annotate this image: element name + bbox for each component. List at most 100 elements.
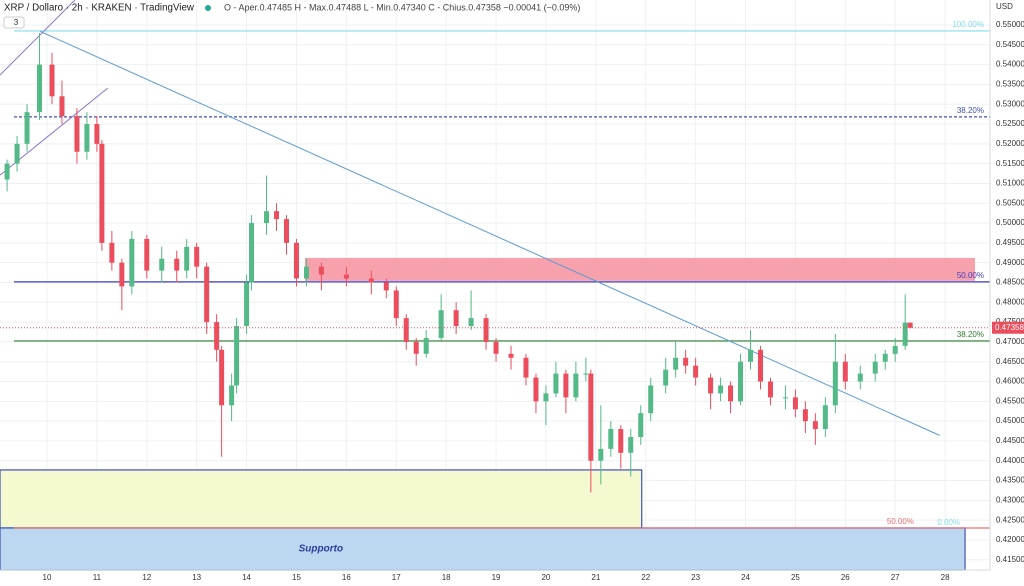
candle-body (588, 373, 594, 461)
candle-body (792, 397, 798, 410)
x-tick-label: 24 (741, 573, 750, 582)
candle-body (129, 238, 135, 287)
candle-body (523, 357, 529, 378)
x-tick-label: 13 (192, 573, 201, 582)
x-tick-label: 27 (891, 573, 900, 582)
candle-body (812, 421, 818, 430)
y-tick-label: 0.49500 (996, 238, 1024, 247)
x-tick-label: 14 (242, 573, 251, 582)
trend-line (39, 30, 940, 436)
y-tick-label: 0.50500 (996, 198, 1024, 207)
candle-body (638, 413, 644, 437)
x-tick-label: 21 (591, 573, 600, 582)
candle-body (857, 373, 863, 382)
currency-label: USD (996, 2, 1013, 11)
y-tick-label: 0.51000 (996, 179, 1024, 188)
candle-body (159, 258, 165, 271)
candle-body (219, 349, 225, 406)
candle-body (738, 361, 744, 402)
candle-body (718, 385, 724, 394)
x-tick-label: 20 (541, 573, 550, 582)
x-tick-label: 10 (43, 573, 52, 582)
candle-body (303, 266, 309, 279)
y-tick-label: 0.42000 (996, 535, 1024, 544)
x-tick-label: 12 (142, 573, 151, 582)
candle-body (842, 361, 848, 382)
zone (0, 469, 643, 529)
candle-body (608, 429, 614, 449)
candle-body (757, 349, 763, 382)
candle-body (94, 124, 100, 144)
y-tick-label: 0.52500 (996, 119, 1024, 128)
zone-label: Supporto (299, 544, 343, 555)
candle-body (249, 223, 255, 283)
candle-body (453, 310, 459, 327)
candle-body (673, 357, 679, 370)
candle-body (393, 290, 399, 319)
candle-body (244, 282, 250, 327)
level-label: 38.20% (957, 106, 984, 115)
candle-body (508, 353, 514, 358)
candle-body (832, 361, 838, 406)
y-tick-label: 0.49000 (996, 258, 1024, 267)
x-tick-label: 22 (641, 573, 650, 582)
y-tick-label: 0.46500 (996, 357, 1024, 366)
x-tick-label: 15 (292, 573, 301, 582)
candle-body (468, 318, 474, 327)
candle-body (872, 361, 878, 374)
candle-body (318, 266, 324, 275)
level-label: 50.00% (887, 517, 914, 526)
y-tick-label: 0.48000 (996, 297, 1024, 306)
y-tick-label: 0.54500 (996, 40, 1024, 49)
candle-body (264, 211, 270, 224)
candle-body (648, 385, 654, 414)
candle-body (693, 365, 699, 378)
candle-body (84, 124, 90, 152)
candle-body (194, 246, 200, 267)
last-price-box (992, 321, 1024, 334)
y-tick-label: 0.52000 (996, 139, 1024, 148)
candle-body (184, 246, 190, 271)
candle-body (802, 409, 808, 422)
zone (0, 527, 966, 571)
y-tick-label: 0.51500 (996, 159, 1024, 168)
x-tick-label: 25 (791, 573, 800, 582)
zone (304, 257, 976, 281)
candle-body (274, 211, 280, 220)
y-tick-label: 0.50000 (996, 218, 1024, 227)
chart-title: XRP / Dollaro · 2h · KRAKEN · TradingVie… (4, 3, 195, 14)
candle-body (283, 219, 289, 243)
y-tick-label: 0.53000 (996, 99, 1024, 108)
zone-label: 0.00% (937, 518, 960, 527)
candle-body (99, 143, 105, 243)
y-tick-label: 0.53500 (996, 80, 1024, 89)
candle-body (573, 373, 579, 398)
x-tick-label: 17 (392, 573, 401, 582)
y-tick-label: 0.44000 (996, 456, 1024, 465)
candle-body (683, 357, 689, 366)
candle-body (782, 397, 788, 399)
status-dot (205, 5, 211, 11)
candle-body (413, 341, 419, 354)
candle-body (14, 143, 20, 164)
y-tick-label: 0.47000 (996, 337, 1024, 346)
candle-body (882, 353, 888, 362)
badge: 3 (14, 18, 19, 27)
x-tick-label: 11 (93, 573, 102, 582)
candle-body (24, 112, 30, 144)
candle-body (553, 373, 559, 394)
candle-body (109, 242, 115, 263)
candle-body (368, 278, 374, 283)
level-label: 100.00% (952, 20, 984, 29)
candle-body (583, 373, 589, 375)
y-tick-label: 0.44500 (996, 436, 1024, 445)
badge-box (3, 16, 25, 29)
x-tick-label: 26 (841, 573, 850, 582)
candle-body (144, 238, 150, 271)
trend-line (0, 0, 76, 76)
y-tick-label: 0.55000 (996, 20, 1024, 29)
candle-body (907, 322, 913, 328)
x-tick-label: 28 (941, 573, 950, 582)
candle-body (403, 318, 409, 342)
candle-body (214, 322, 220, 350)
